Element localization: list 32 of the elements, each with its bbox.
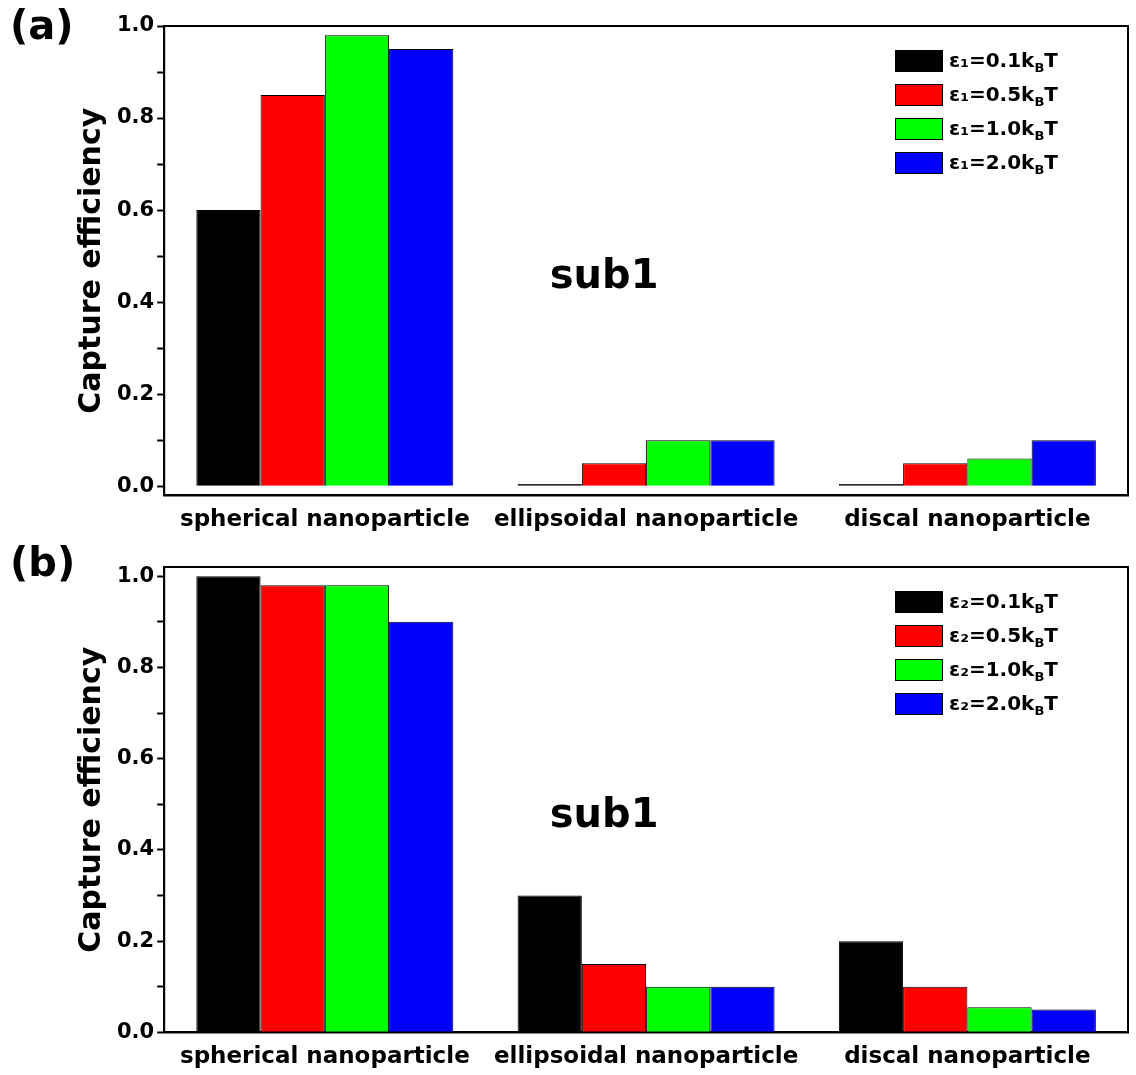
legend-label: ε₂=1.0k$_{B}$T — [949, 656, 1058, 684]
legend-label: ε₁=0.5k$_{B}$T — [949, 81, 1058, 109]
y-tick-label: 0.4 — [117, 836, 155, 861]
y-tick-label: 0.4 — [117, 288, 155, 313]
y-tick-label: 0.0 — [117, 472, 155, 497]
y-tick-label: 1.0 — [117, 562, 155, 587]
chart-title: (a) — [10, 2, 74, 48]
legend-label: ε₂=0.5k$_{B}$T — [949, 622, 1058, 650]
y-axis-title: Capture efficiency — [71, 646, 107, 953]
y-tick-label: 0.8 — [117, 653, 155, 678]
annotation: sub1 — [549, 251, 659, 298]
x-tick-label: discal nanoparticle — [844, 505, 1091, 532]
y-tick-label: 0.0 — [117, 1018, 155, 1043]
y-tick-label: 0.6 — [117, 745, 155, 770]
y-tick-label: 0.2 — [117, 927, 155, 952]
x-tick-label: spherical nanoparticle — [179, 505, 470, 532]
x-tick-label: discal nanoparticle — [844, 1042, 1091, 1069]
x-tick-label: ellipsoidal nanoparticle — [493, 1042, 799, 1069]
annotation: sub1 — [549, 790, 659, 837]
y-tick-label: 0.6 — [117, 196, 155, 221]
legend-label: ε₁=2.0k$_{B}$T — [949, 149, 1058, 177]
y-tick-label: 1.0 — [117, 12, 155, 37]
legend-label: ε₂=0.1k$_{B}$T — [949, 588, 1058, 616]
y-axis-title: Capture efficiency — [71, 107, 107, 414]
y-tick-label: 0.8 — [117, 104, 155, 129]
x-tick-label: ellipsoidal nanoparticle — [493, 505, 799, 532]
x-tick-label: spherical nanoparticle — [179, 1042, 470, 1069]
chart-title: (b) — [10, 539, 76, 585]
legend-label: ε₂=2.0k$_{B}$T — [949, 690, 1058, 718]
y-tick-label: 0.2 — [117, 380, 155, 405]
legend-label: ε₁=1.0k$_{B}$T — [949, 115, 1058, 143]
legend-label: ε₁=0.1k$_{B}$T — [949, 47, 1058, 75]
